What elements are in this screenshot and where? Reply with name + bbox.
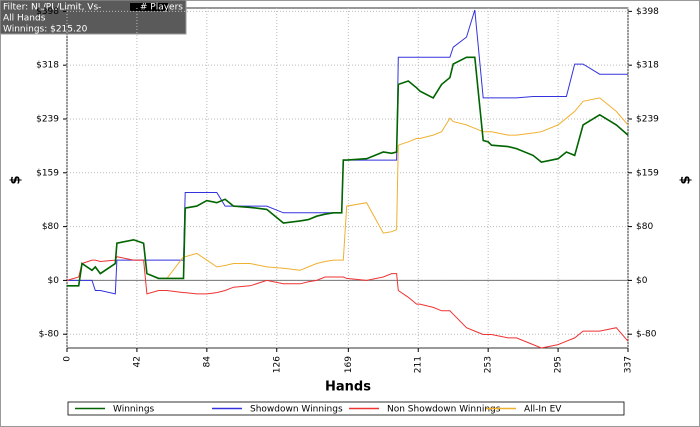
y-tick-label: $-80 <box>39 330 60 340</box>
info-filter-end: # Players <box>140 3 183 13</box>
y-tick-label: $159 <box>36 168 59 178</box>
x-tick-label: 42 <box>132 356 142 367</box>
info-winnings: Winnings: $215.20 <box>3 25 88 35</box>
legend-label: All-In EV <box>524 405 562 415</box>
info-filter: Filter: NL/PL/Limit, Vs- <box>3 3 101 13</box>
y2-tick-label: $398 <box>636 7 659 17</box>
y2-tick-label: $239 <box>636 114 659 124</box>
x-tick-label: 126 <box>272 356 282 373</box>
y2-tick-label: $80 <box>636 222 653 232</box>
y2-axis-label: $ <box>679 175 694 184</box>
x-tick-label: 295 <box>554 356 564 373</box>
info-hands: All Hands <box>3 14 46 24</box>
legend-label: Showdown Winnings <box>250 405 343 415</box>
series-line <box>67 56 629 287</box>
plot-area <box>66 7 629 349</box>
x-tick-label: 84 <box>202 356 212 368</box>
y-tick-label: $0 <box>48 276 60 286</box>
x-tick-label: 337 <box>624 356 634 373</box>
legend <box>67 401 625 416</box>
legend-label: Winnings <box>113 405 155 415</box>
y-tick-label: $80 <box>42 222 59 232</box>
x-tick-label: 0 <box>63 356 73 362</box>
legend-label: Non Showdown Winnings <box>387 405 501 415</box>
y2-tick-label: $-80 <box>636 330 657 340</box>
y-tick-label: $398 <box>36 7 59 17</box>
x-tick-label: 169 <box>344 356 354 373</box>
y-tick-label: $318 <box>36 61 59 71</box>
x-axis-label: Hands <box>325 380 371 395</box>
y2-tick-label: $0 <box>636 276 648 286</box>
y-tick-label: $239 <box>36 114 59 124</box>
y2-tick-label: $318 <box>636 61 659 71</box>
x-tick-label: 211 <box>414 356 424 373</box>
x-tick-label: 253 <box>484 356 494 373</box>
series-line <box>66 256 629 349</box>
y2-tick-label: $159 <box>636 168 659 178</box>
redaction <box>130 3 168 11</box>
y-axis-label: $ <box>9 175 24 184</box>
